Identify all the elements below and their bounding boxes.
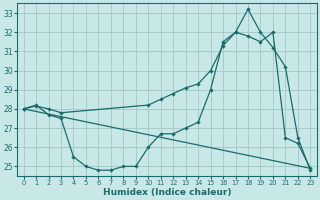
X-axis label: Humidex (Indice chaleur): Humidex (Indice chaleur) — [103, 188, 231, 197]
